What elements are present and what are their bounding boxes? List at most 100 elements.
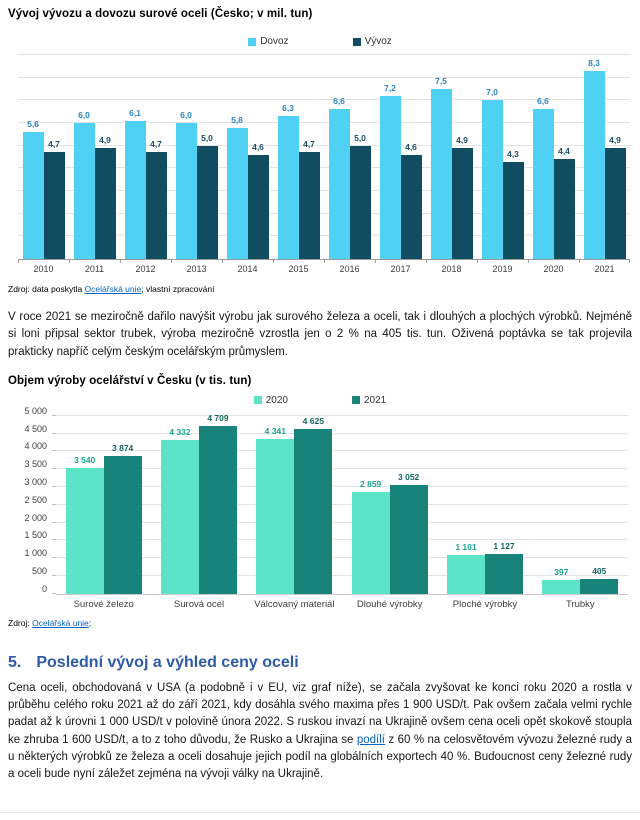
x-axis-label: 2017 <box>390 264 411 274</box>
bar-dovoz: 6,0 <box>73 110 95 259</box>
y-axis-label: 1 500 <box>24 530 47 541</box>
x-axis-label: Válcovaný materiál <box>254 598 335 610</box>
bar-value-label: 4,4 <box>558 146 570 157</box>
legend-label: 2020 <box>265 394 288 406</box>
y-axis-tick <box>52 450 56 452</box>
y-axis-label: 2 500 <box>24 494 47 505</box>
bar-value-label: 2 859 <box>360 478 382 489</box>
x-axis-tick <box>324 259 325 263</box>
gridline <box>18 144 630 146</box>
bar-2021: 4 625 <box>294 416 333 594</box>
gridline <box>18 122 630 123</box>
x-axis-label: Surová ocel <box>173 598 225 610</box>
bar-value-label: 1 101 <box>455 541 477 552</box>
x-axis-tick <box>221 259 223 263</box>
bar-value-label: 6,6 <box>333 96 345 107</box>
x-axis-tick <box>171 259 172 263</box>
chart1-title: Vývoj vývozu a dovozu surové oceli (Česk… <box>8 8 313 20</box>
section-title: Poslední vývoj a výhled ceny oceli <box>36 653 299 671</box>
bar-2020: 397 <box>542 567 581 594</box>
chart2-x-axis: Surové železo Surová ocel Válcovaný materi… <box>56 595 628 610</box>
gridline <box>18 167 630 169</box>
bar-vývoz: 4,9 <box>94 135 116 259</box>
bar-2021: 4 709 <box>198 413 237 594</box>
gridline <box>18 54 630 55</box>
bar-value-label: 4,9 <box>609 134 621 145</box>
bar-value-label: 6,6 <box>537 96 549 107</box>
gridline <box>18 212 630 214</box>
section-number: 5. <box>8 653 22 671</box>
bar-2021: 3 874 <box>103 443 142 594</box>
source-text: ; vlastní zpracování <box>141 284 215 294</box>
production-paragraph: V roce 2021 se meziročně dařilo navýšit … <box>8 311 632 358</box>
bar-vývoz: 4,7 <box>145 139 167 259</box>
y-axis-tick <box>52 414 56 416</box>
x-axis-label: Surové železo <box>73 598 134 610</box>
bar-value-label: 4,9 <box>99 134 111 145</box>
ocelarska-unie-link[interactable]: Ocelářská unie <box>32 617 89 628</box>
bar-dovoz: 5,8 <box>226 115 248 259</box>
podili-link[interactable]: podílí <box>356 733 385 746</box>
bar-value-label: 5,8 <box>231 114 243 125</box>
bar-group: 6,0 4,9 <box>69 55 120 259</box>
x-axis-label: 2014 <box>237 264 258 274</box>
bar-value-label: 4,7 <box>303 139 315 150</box>
bar-value-label: 397 <box>554 566 569 577</box>
bar-group: 4 332 4 709 <box>151 413 246 594</box>
bar-value-label: 4,3 <box>507 148 519 159</box>
gridline <box>18 76 630 78</box>
bar-group: 8,3 4,9 <box>579 55 630 259</box>
bar-vývoz: 4,4 <box>553 146 575 259</box>
bar-vývoz: 5,0 <box>196 133 218 259</box>
bar-2021: 405 <box>580 566 619 594</box>
x-axis-tick <box>629 259 630 263</box>
y-axis-label: 4 000 <box>24 441 47 452</box>
x-axis-tick <box>68 259 70 263</box>
x-axis-tick <box>119 259 121 263</box>
report-page: Vývoj vývozu a dovozu surové oceli (Česk… <box>8 8 632 781</box>
legend-item-dovoz: Dovoz <box>248 36 289 47</box>
bar-group: 4 341 4 625 <box>247 416 342 594</box>
x-axis-label: 2016 <box>339 264 360 274</box>
bar-value-label: 1 127 <box>493 540 515 551</box>
y-axis-label: 0 <box>41 583 47 594</box>
gridline <box>56 485 628 487</box>
gridline <box>56 574 628 576</box>
year-2021-swatch-icon <box>352 396 360 405</box>
bar-group: 7,2 4,6 <box>375 55 426 259</box>
y-axis-tick <box>52 503 56 505</box>
bar-value-label: 3 052 <box>398 472 420 483</box>
bar-dovoz: 6,1 <box>124 108 146 259</box>
bar-2021: 3 052 <box>389 472 428 594</box>
x-axis-label: Trubky <box>565 598 595 610</box>
chart1-source: Zdroj: data poskytla Ocelářská unie; vla… <box>8 284 632 294</box>
x-axis-label: 2013 <box>186 264 207 274</box>
gridline <box>56 503 628 505</box>
paragraph-text: Cena oceli, obchodovaná v USA (a podobně… <box>8 681 632 746</box>
gridline <box>18 235 630 237</box>
bar-dovoz: 5,6 <box>22 119 44 259</box>
x-axis-label: 2021 <box>594 264 615 274</box>
paragraph-text: z 60 % na celosvětovém vývozu železné ru… <box>8 733 632 781</box>
x-axis-label: 2020 <box>543 264 564 274</box>
gridline <box>56 468 628 470</box>
y-axis-label: 3 000 <box>24 476 47 487</box>
legend-item-2021: 2021 <box>352 395 386 406</box>
chart2-plot-area: 5 000 4 500 4 000 3 500 3 000 2 500 2 000 1 500… <box>24 406 628 595</box>
bar-group: 397 405 <box>533 416 628 594</box>
source-text: Zdroj: data poskytla <box>8 284 85 294</box>
bar-group: 6,6 5,0 <box>324 55 375 259</box>
y-axis-label: 1 000 <box>24 548 47 559</box>
bar-value-label: 4,6 <box>405 141 417 152</box>
x-axis-label: Dlouhé výrobky <box>356 598 423 610</box>
ocelarska-unie-link[interactable]: Ocelářská unie <box>84 284 142 294</box>
bar-vývoz: 4,6 <box>400 142 422 259</box>
legend-label: Vývoz <box>364 36 392 47</box>
gridline <box>18 99 630 101</box>
bar-value-label: 4,7 <box>150 139 162 150</box>
chart1-x-axis: 2010 2011 2012 2013 2014 2015 2016 2017 2018 2019… <box>18 260 630 274</box>
bar-groups: 5,6 4,7 6,0 4,9 6,1 4,7 6,0 5,0 5,8 4,6 6,3 4,7 6,6 5… <box>18 55 630 259</box>
section-divider <box>0 812 640 813</box>
bar-dovoz: 7,5 <box>430 76 452 259</box>
bar-value-label: 6,0 <box>78 110 90 120</box>
